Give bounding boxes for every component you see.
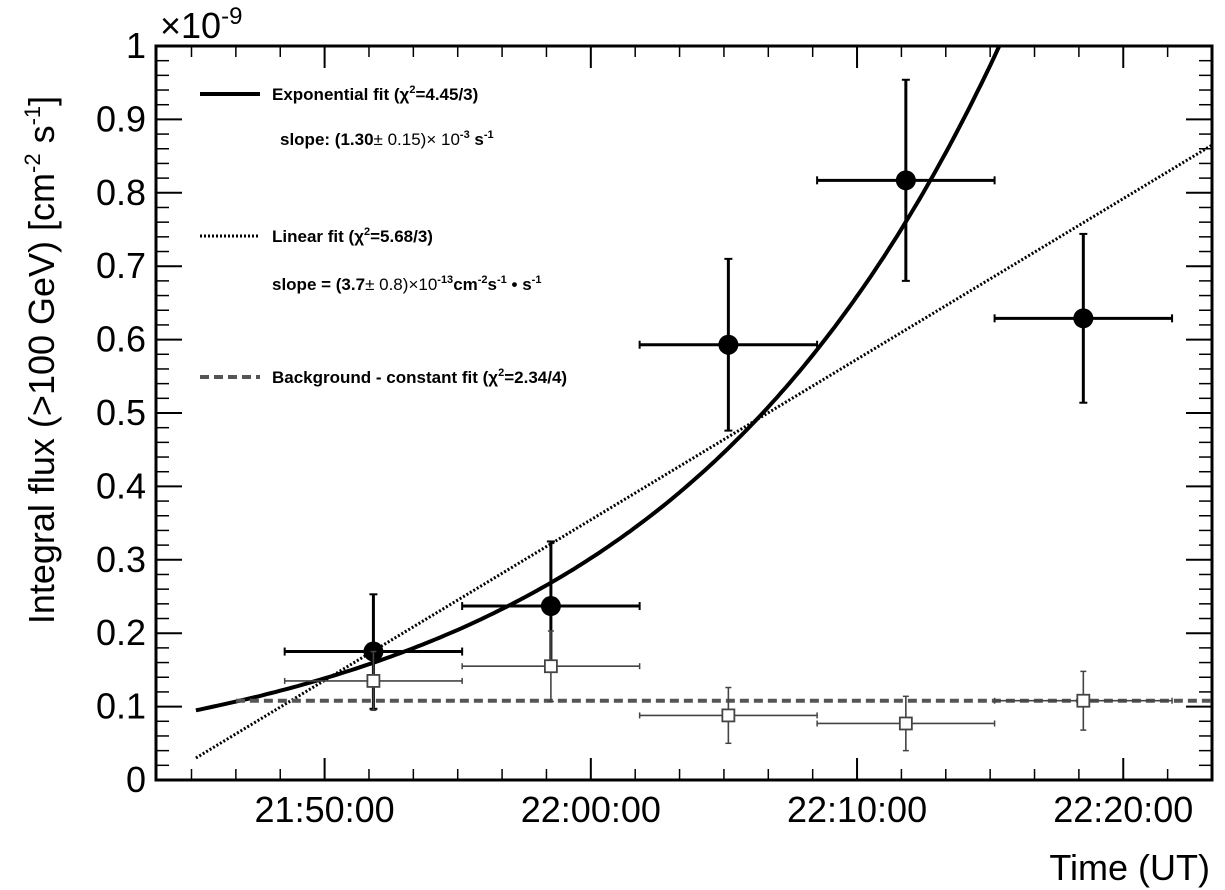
plot-frame [154,44,1214,782]
x-tick-label: 21:50:00 [255,789,395,830]
signal-data-point [1073,308,1094,329]
y-tick-label: 0.4 [96,465,146,506]
y-tick-label: 0.5 [96,392,146,433]
x-axis-title: Time (UT) [1049,847,1210,888]
legend: Exponential fit (χ2=4.45/3) slope: (1.30… [200,84,567,387]
background-data-point [543,659,558,674]
legend-linear-slope: slope = (3.7± 0.8)×10-13cm-2s-1 • s-1 [272,274,541,294]
y-tick-label: 0.2 [96,612,146,653]
legend-background-label: Background - constant fit (χ2=2.34/4) [272,367,567,387]
y-tick-label: 0.9 [96,98,146,139]
y-tick-label: 0.3 [96,539,146,580]
exponential-fit-curve [195,46,1002,713]
legend-linear-label: Linear fit (χ2=5.68/3) [272,226,433,246]
legend-exponential-label: Exponential fit (χ2=4.45/3) [272,84,478,104]
data-points [283,78,1174,752]
y-tick-label: 0.6 [96,319,146,360]
x-tick-label: 22:00:00 [521,789,661,830]
legend-exponential-slope: slope: (1.30± 0.15)× 10-3 s-1 [280,129,494,149]
background-data-point [898,716,913,731]
y-tick-label: 1 [126,25,146,66]
background-data-point [366,674,381,688]
signal-data-point [718,334,739,355]
x-tick-label: 22:10:00 [787,789,927,830]
y-tick-label: 0.8 [96,172,146,213]
signal-data-point [540,596,561,617]
x-tick-label: 22:20:00 [1053,789,1193,830]
y-tick-label: 0.1 [96,686,146,727]
background-data-point [721,708,736,723]
y-tick-label: 0.7 [96,245,146,286]
y-tick-label: 0 [126,759,146,800]
signal-data-point [895,170,916,191]
axes: 0 0.1 0.2 0.3 0.4 0.5 0.6 0.7 0.8 0.9 1 21:50:00 22:… [96,25,1213,830]
y-axis-title: Integral flux (>100 GeV) [cm-2 s-1] [20,96,62,624]
background-data-point [1076,693,1091,708]
y-axis-multiplier: ×10-9 [160,3,242,46]
